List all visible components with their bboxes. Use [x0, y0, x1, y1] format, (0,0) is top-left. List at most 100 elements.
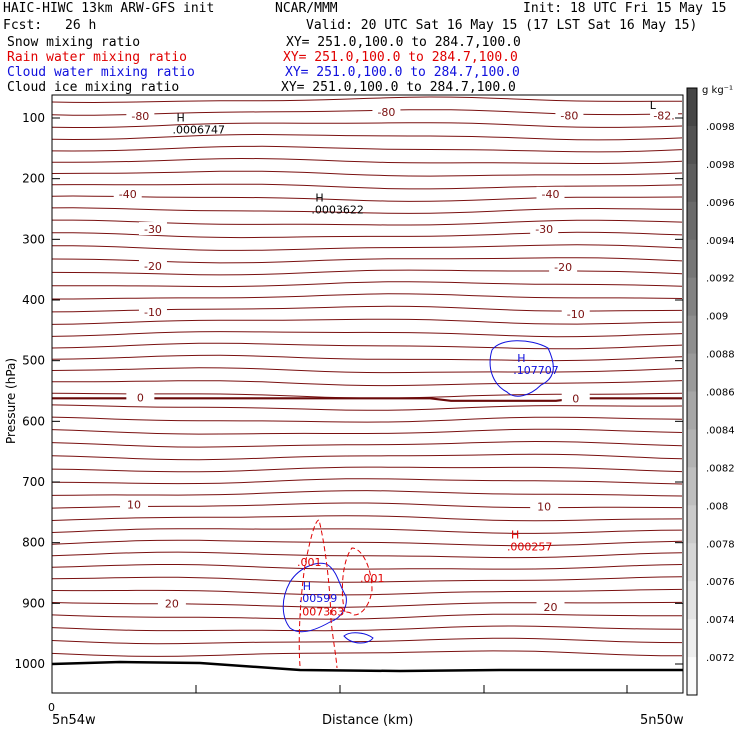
- colorbar-label: .0072: [706, 653, 735, 664]
- temperature-contour-label: 10: [127, 498, 141, 511]
- field-ice-name: Cloud ice mixing ratio: [7, 80, 180, 95]
- colorbar-segment: [687, 581, 697, 620]
- temperature-contour-label: 20: [165, 597, 179, 610]
- contour-label-bg: [157, 596, 186, 610]
- temperature-contour: [51, 96, 682, 104]
- colorbar-label: .0094: [706, 236, 735, 247]
- contour-label-bg: [536, 186, 565, 200]
- temperature-contour: [51, 183, 683, 190]
- temperature-contour: [51, 404, 683, 411]
- temperature-contour: [51, 331, 683, 338]
- contour-label-bg: [126, 390, 155, 404]
- y-tick-label: 400: [22, 293, 45, 307]
- forecast-value: 26 h: [65, 18, 97, 33]
- contour-labels: -80 -80 -80 -82. -40 -40 -30 -30 -20 -20 -10 -10 0 0 1…: [113, 104, 679, 614]
- y-tick-label: 500: [22, 354, 45, 368]
- colorbar-segment: [687, 353, 697, 392]
- contour-label-bg: [549, 260, 578, 274]
- colorbar-segment: [687, 163, 697, 203]
- contour-label-bg: [530, 499, 559, 513]
- valid-time: Valid: 20 UTC Sat 16 May 15 (17 LST Sat …: [306, 18, 698, 33]
- temperature-contour: [51, 244, 683, 251]
- colorbar-segment: [687, 657, 697, 696]
- colorbar-label: .0098: [706, 160, 735, 171]
- rain-contour-label: .001: [360, 572, 385, 585]
- temperature-contour-label: -30: [144, 223, 162, 236]
- colorbar-label: .0078: [706, 539, 735, 550]
- temperature-contour: [51, 515, 683, 522]
- temperature-contour: [51, 588, 683, 596]
- temperature-contour-label: -20: [554, 261, 572, 274]
- temperature-contour: [51, 478, 683, 485]
- temperature-contour: [52, 231, 683, 239]
- temperature-contour: [51, 576, 683, 583]
- temperature-contour-label: -80: [560, 110, 578, 123]
- colorbar-segment: [687, 88, 697, 127]
- rain-contour-label: .001: [297, 556, 322, 569]
- temperature-contour: [51, 551, 683, 559]
- temperature-contour-label: 0: [137, 392, 144, 405]
- temperature-contour: [52, 293, 683, 300]
- field-cloudwater-name: Cloud water mixing ratio: [7, 65, 195, 80]
- temperature-contour: [51, 490, 683, 497]
- colorbar-segment: [687, 543, 697, 582]
- cloud-water-contour-small: [343, 632, 374, 644]
- colorbar-label: .0082: [706, 463, 735, 474]
- temperature-contour: [51, 133, 683, 141]
- temperature-contour: [51, 528, 683, 534]
- y-tick-label: 300: [22, 232, 45, 246]
- x-axis-left-label: 5n54w: [52, 713, 96, 728]
- extremum-marker: L: [650, 99, 657, 112]
- temperature-contour: [51, 428, 683, 435]
- temperature-contour: [51, 440, 683, 448]
- temperature-contour-label: -40: [119, 188, 137, 201]
- temperature-contour: [51, 466, 683, 473]
- temperature-contour: [51, 342, 683, 350]
- colorbar-label: .0088: [706, 350, 735, 361]
- x-axis-right-label: 5n50w: [640, 713, 684, 728]
- temperature-contour-label: -10: [144, 306, 162, 319]
- y-tick-label: 800: [22, 536, 45, 550]
- extremum-marker: H: [511, 528, 519, 541]
- temperature-contour: [52, 157, 683, 164]
- field-cloudwater-xy: XY= 251.0,100.0 to 284.7,100.0: [285, 65, 520, 80]
- temperature-contour-label: -40: [542, 188, 560, 201]
- cloud-water-contour-upper: [489, 340, 554, 397]
- temperature-contour: [51, 367, 683, 374]
- extremum-marker: H: [303, 580, 311, 593]
- y-tick-label: 700: [22, 475, 45, 489]
- colorbar-label: .008: [706, 501, 728, 512]
- temperature-contour: [51, 318, 683, 325]
- colorbar-segment: [687, 467, 697, 506]
- extremum-value: .0006747: [173, 124, 226, 137]
- temperature-contour-label: -10: [567, 308, 585, 321]
- field-rain-xy: XY= 251.0,100.0 to 284.7,100.0: [283, 50, 518, 65]
- colorbar-label: .0074: [706, 615, 735, 626]
- field-ice-xy: XY= 251.0,100.0 to 284.7,100.0: [281, 80, 516, 95]
- terrain-line: [51, 660, 683, 673]
- temperature-contours: [51, 96, 683, 673]
- org-label: NCAR/MMM: [275, 1, 338, 16]
- field-rain-name: Rain water mixing ratio: [7, 50, 188, 65]
- colorbar-segment: [687, 239, 697, 279]
- cloud-water-contour-lower: [282, 562, 347, 633]
- forecast-label: Fcst:: [3, 18, 43, 33]
- colorbar-label: .0076: [706, 577, 735, 588]
- y-tick-label: 200: [22, 172, 45, 186]
- contour-label-bg: [126, 109, 155, 123]
- temperature-contour: [51, 195, 683, 202]
- y-tick-label: 900: [22, 596, 45, 610]
- y-tick-label: 1000: [14, 657, 45, 671]
- temperature-contour: [51, 650, 683, 657]
- rain-water-contour-right: [341, 547, 373, 616]
- extremum-marker: H: [517, 352, 525, 365]
- y-axis-title: Pressure (hPa): [4, 358, 18, 444]
- colorbar: .0098 .0098 .0096 .0094 .0092 .009 .0088 .0086.…: [686, 87, 735, 696]
- contour-label-bg: [372, 104, 401, 118]
- colorbar-label: .0092: [706, 274, 735, 285]
- rain-water-contour-left: [298, 519, 338, 669]
- plot-frame: [51, 94, 684, 694]
- temperature-contour: [51, 502, 683, 509]
- field-snow-name: Snow mixing ratio: [7, 35, 141, 50]
- temperature-contour-label: 10: [537, 500, 551, 513]
